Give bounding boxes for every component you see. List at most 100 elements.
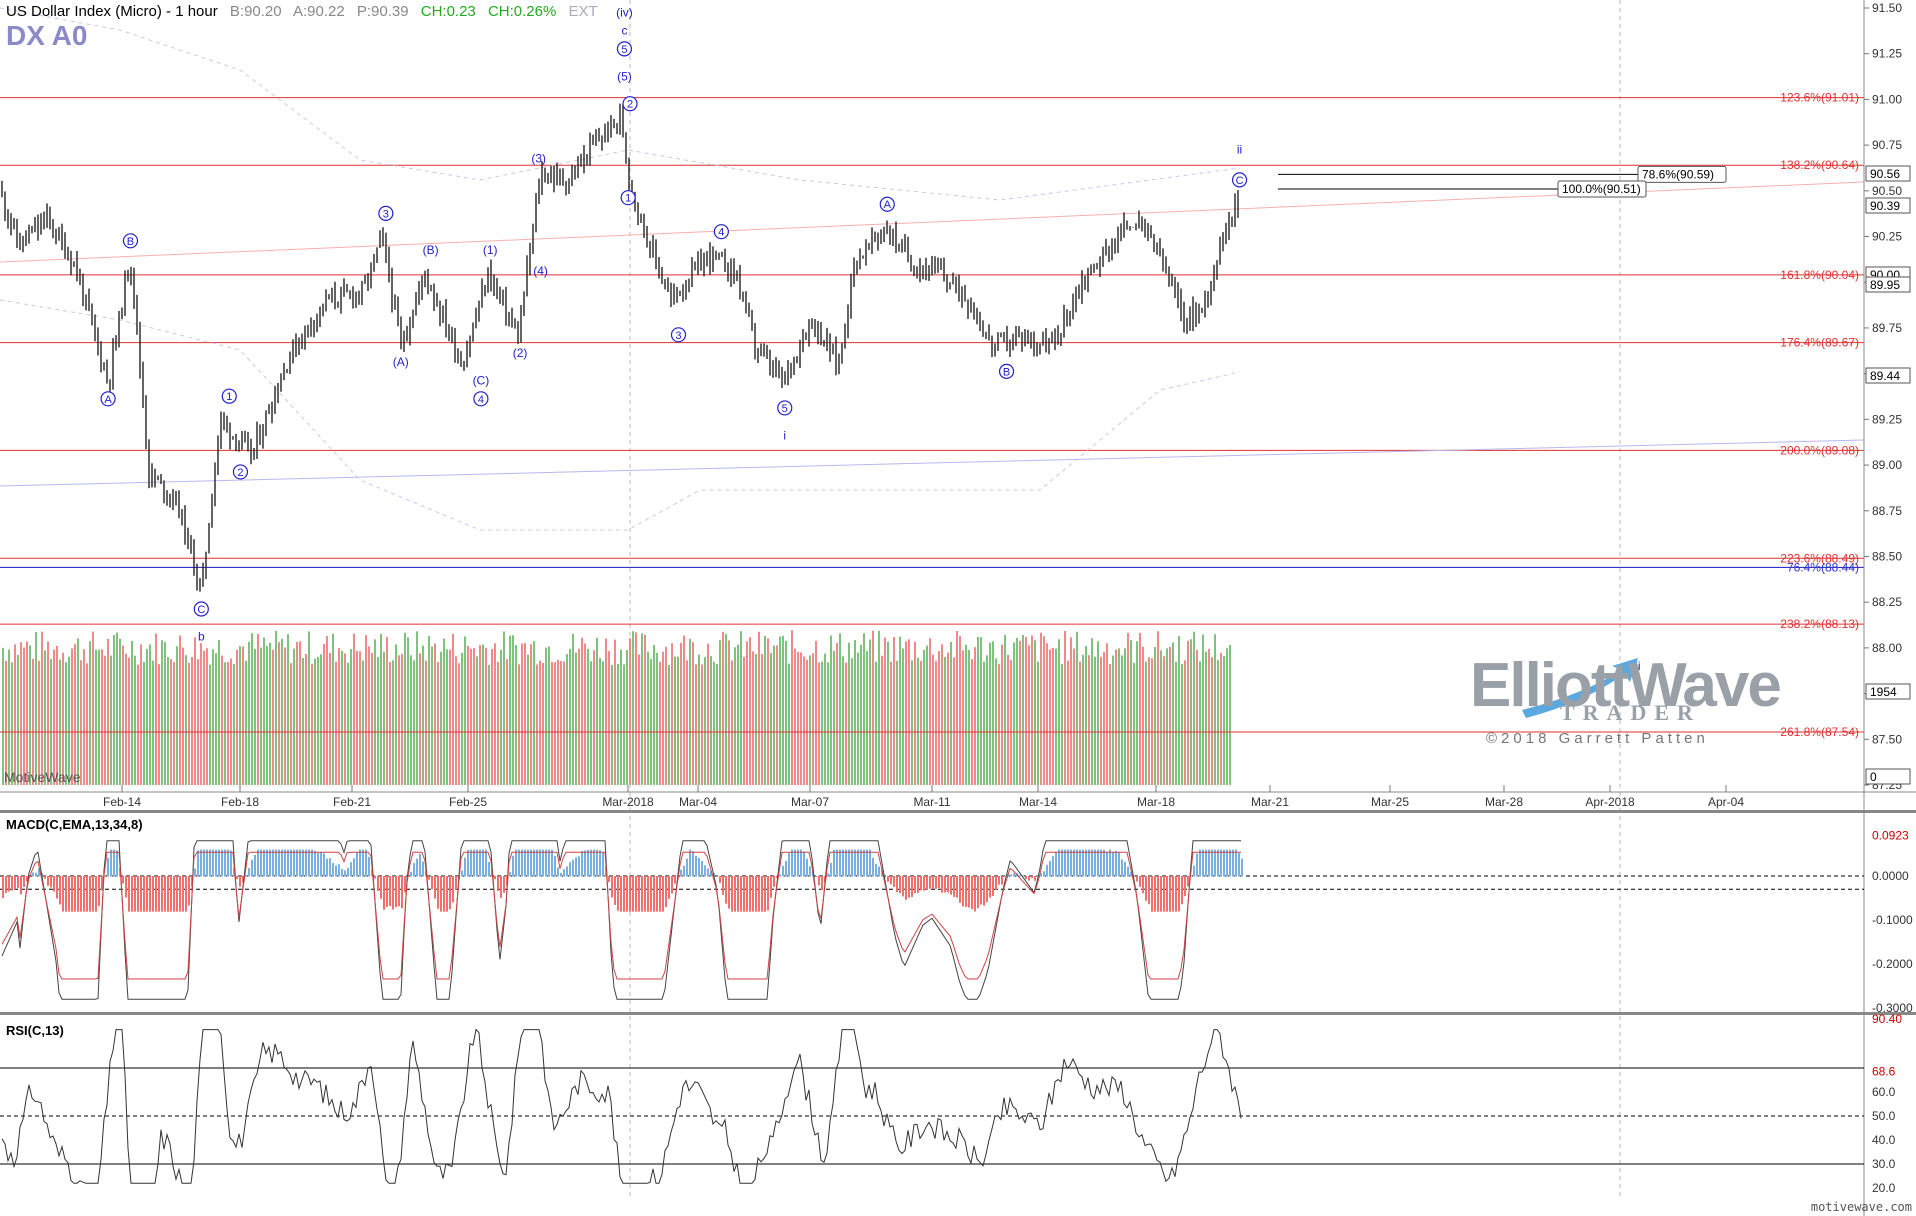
macd-bar-pos (278, 849, 280, 877)
macd-bar-pos (272, 849, 274, 877)
volume-bar-up (314, 658, 316, 785)
volume-bar-up (1004, 634, 1006, 785)
macd-bar-pos (335, 865, 337, 877)
volume-bar-down (467, 646, 469, 785)
macd-bar-neg (455, 876, 457, 890)
volume-bar-down (908, 639, 910, 785)
macd-bar-neg (914, 876, 916, 894)
wave-label: A (100, 391, 116, 407)
wave-label: (1) (483, 243, 498, 257)
volume-bar-up (1202, 634, 1204, 785)
volume-bar-down (605, 638, 607, 785)
volume-bar-down (1064, 630, 1066, 785)
volume-bar-up (110, 655, 112, 785)
price-tag: 0 (1865, 768, 1911, 785)
macd-bar-pos (317, 852, 319, 877)
macd-bar-neg (83, 876, 85, 912)
macd-bar-neg (1187, 876, 1189, 887)
volume-bar-down (1079, 661, 1081, 785)
volume-bar-up (215, 653, 217, 785)
macd-bar-neg (86, 876, 88, 912)
macd-bar-pos (848, 849, 850, 877)
macd-bar-pos (1049, 860, 1051, 877)
wave-label: B (122, 233, 139, 249)
macd-bar-neg (443, 876, 445, 912)
macd-bar-pos (779, 874, 781, 877)
volume-bar-down (815, 640, 817, 785)
macd-bar-neg (236, 876, 238, 880)
x-tick-label: Mar-11 (913, 795, 950, 809)
logo-arrow-icon (1522, 658, 1638, 718)
volume-bar-down (1067, 660, 1069, 785)
macd-bar-pos (800, 849, 802, 877)
macd-bar-neg (968, 876, 970, 908)
volume-bar-up (1016, 637, 1018, 785)
macd-bar-pos (410, 871, 412, 877)
volume-bar-down (905, 641, 907, 785)
band-lower (0, 299, 1241, 531)
wave-label: 1 (620, 190, 636, 206)
macd-bar-pos (254, 854, 256, 877)
volume-bar-down (485, 647, 487, 785)
macd-y-label: 0.0000 (1872, 869, 1909, 883)
x-tick-label: Mar-18 (1137, 795, 1175, 809)
volume-bar-down (1142, 646, 1144, 785)
macd-bar-neg (608, 876, 610, 883)
volume-bar-down (140, 644, 142, 785)
macd-bar-pos (695, 855, 697, 877)
volume-bar-down (179, 635, 181, 785)
volume-bar-down (1187, 640, 1189, 785)
macd-bar-pos (1220, 849, 1222, 877)
wave-text: (A) (393, 355, 409, 369)
volume-bar-up (266, 645, 268, 785)
macd-bar-neg (647, 876, 649, 912)
x-tick-label: Mar-28 (1485, 795, 1523, 809)
volume-bar-down (365, 635, 367, 785)
macd-bar-neg (161, 876, 163, 912)
macd-bar-pos (464, 857, 466, 877)
wave-text: b (198, 629, 205, 643)
macd-bar-neg (614, 876, 616, 905)
y-tick-label: 91.00 (1872, 92, 1902, 106)
macd-bar-neg (92, 876, 94, 912)
volume-bar-up (1085, 645, 1087, 785)
macd-bar-neg (758, 876, 760, 912)
volume-bar-up (503, 631, 505, 785)
volume-bar-down (818, 662, 820, 785)
macd-bar-pos (689, 849, 691, 877)
volume-bar-down (806, 659, 808, 785)
macd-bar-pos (1241, 858, 1243, 877)
macd-bar-neg (977, 876, 979, 909)
macd-bar-neg (650, 876, 652, 912)
symbol-label: DX A0 (6, 20, 88, 51)
macd-bar-neg (917, 876, 919, 893)
macd-bar-pos (569, 862, 571, 877)
volume-bar-down (290, 663, 292, 785)
wave-label: (2) (513, 346, 528, 360)
macd-bar-pos (1085, 849, 1087, 877)
macd-bar-neg (746, 876, 748, 912)
volume-bar-up (77, 638, 79, 785)
wave-text: i (783, 428, 786, 442)
volume-bar-down (929, 638, 931, 785)
macd-bar-pos (470, 849, 472, 877)
macd-bar-neg (815, 876, 817, 877)
macd-bar-neg (17, 876, 19, 888)
macd-bar-neg (47, 876, 49, 886)
volume-bar-up (986, 655, 988, 785)
volume-bar-down (479, 645, 481, 785)
volume-bar-down (731, 660, 733, 785)
volume-bar-down (14, 644, 16, 785)
macd-bar-pos (584, 850, 586, 877)
macd-bar-neg (5, 876, 7, 893)
x-tick-label: Mar-14 (1019, 795, 1057, 809)
wave-label: (5) (617, 69, 632, 83)
volume-bar-up (224, 662, 226, 785)
volume-bar-up (50, 659, 52, 785)
volume-bar-down (893, 637, 895, 785)
volume-bar-down (722, 631, 724, 785)
macd-bar-neg (1169, 876, 1171, 912)
macd-bar-neg (155, 876, 157, 912)
wave-label: 5 (616, 41, 633, 57)
volume-bar-up (422, 645, 424, 785)
